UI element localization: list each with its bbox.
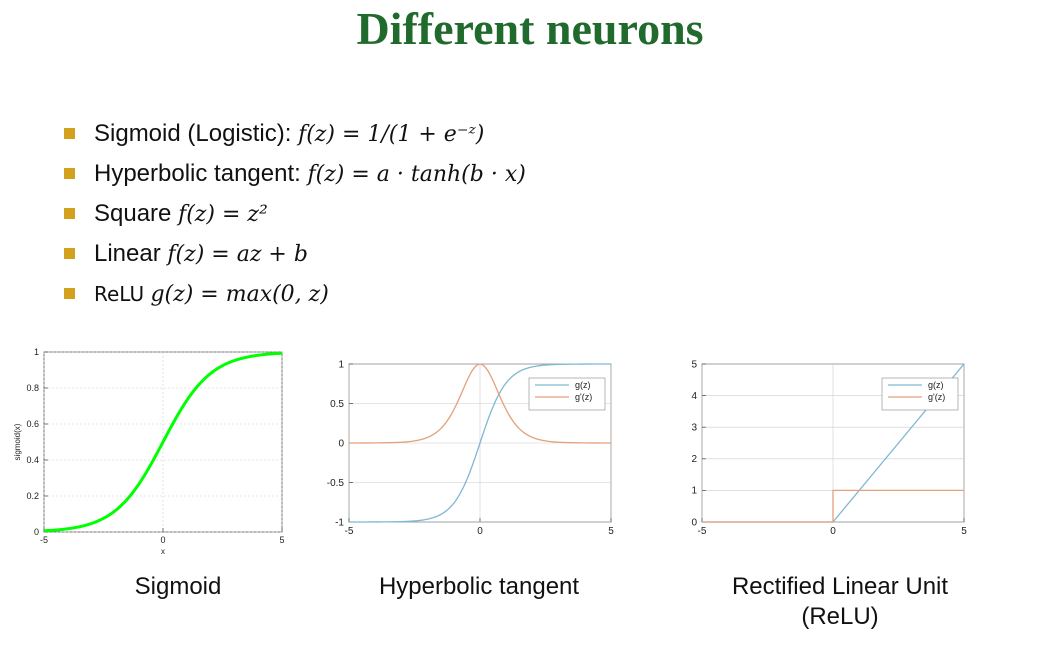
slide-title: Different neurons <box>356 3 704 54</box>
y-axis-label: sigmoid(x) <box>13 423 22 460</box>
series-line-1 <box>43 351 283 533</box>
y-tick-label: 0 <box>338 438 344 449</box>
y-tick-label: 4 <box>691 391 697 402</box>
series-line-1 <box>349 363 611 523</box>
y-tick-label: 0.8 <box>26 383 39 393</box>
caption-tanh: Hyperbolic tangent <box>378 573 580 600</box>
bullet-formula: g(z) = max(0, z) <box>150 282 329 307</box>
legend-label: g'(z) <box>928 392 945 402</box>
x-tick-label: 5 <box>279 535 284 545</box>
y-tick-label: -0.5 <box>327 478 345 489</box>
x-tick-label: 0 <box>830 526 836 537</box>
x-tick-label: -5 <box>345 526 354 537</box>
bullet-label: Square <box>94 200 179 227</box>
y-tick-label: 0.5 <box>330 399 344 410</box>
y-tick-label: 1 <box>34 347 39 357</box>
y-tick-label: -1 <box>335 517 344 528</box>
x-tick-label: 5 <box>961 526 967 537</box>
series-line-2 <box>348 363 612 444</box>
bullet-formula: f(z) = 1/(1 + e⁻ᶻ) <box>298 122 485 147</box>
legend: g(z) g'(z) <box>881 377 959 411</box>
x-tick-label: -5 <box>40 535 48 545</box>
x-tick-label: 5 <box>608 526 614 537</box>
y-tick-label: 0.6 <box>26 419 39 429</box>
caption-relu-line1: Rectified Linear Unit <box>731 573 949 600</box>
bullet-formula: f(z) = az + b <box>167 242 308 267</box>
bullet-label: ReLU <box>94 282 151 306</box>
y-tick-label: 1 <box>338 359 344 370</box>
tanh-chart: -5 0 5 -1 -0.5 0 0.5 1 g(z) g'(z) <box>327 359 614 537</box>
bullet-formula: f(z) = a · tanh(b · x) <box>307 162 526 187</box>
legend-label: g(z) <box>928 380 944 390</box>
bullet-marker-icon <box>64 288 75 299</box>
y-tick-label: 0 <box>34 527 39 537</box>
legend: g(z) g'(z) <box>528 377 606 411</box>
legend-label: g'(z) <box>575 392 592 402</box>
y-tick-label: 3 <box>691 423 697 434</box>
legend-box <box>881 377 959 411</box>
x-tick-label: 0 <box>477 526 483 537</box>
bullet-label: Linear <box>94 240 168 267</box>
y-tick-label: 0 <box>691 517 697 528</box>
legend-label: g(z) <box>575 380 591 390</box>
bullet-formula: f(z) = z² <box>178 202 268 227</box>
x-axis-label: x <box>161 547 165 556</box>
legend-box <box>528 377 606 411</box>
bullet-marker-icon <box>64 128 75 139</box>
y-tick-label: 5 <box>691 359 697 370</box>
bullet-label: Hyperbolic tangent: <box>94 160 308 187</box>
y-tick-label: 0.4 <box>26 455 39 465</box>
x-tick-label: -5 <box>698 526 707 537</box>
bullet-marker-icon <box>64 248 75 259</box>
caption-relu-line2: (ReLU) <box>801 603 879 630</box>
bullet-marker-icon <box>64 168 75 179</box>
y-tick-label: 2 <box>691 454 697 465</box>
bullet-label: Sigmoid (Logistic): <box>94 120 299 147</box>
y-tick-label: 0.2 <box>26 491 39 501</box>
caption-relu: Rectified Linear Unit (ReLU) <box>690 572 990 632</box>
caption-sigmoid: Sigmoid <box>134 573 222 600</box>
series-line-2 <box>702 489 964 523</box>
x-tick-label: 0 <box>160 535 165 545</box>
y-tick-label: 1 <box>691 486 697 497</box>
bullet-marker-icon <box>64 208 75 219</box>
